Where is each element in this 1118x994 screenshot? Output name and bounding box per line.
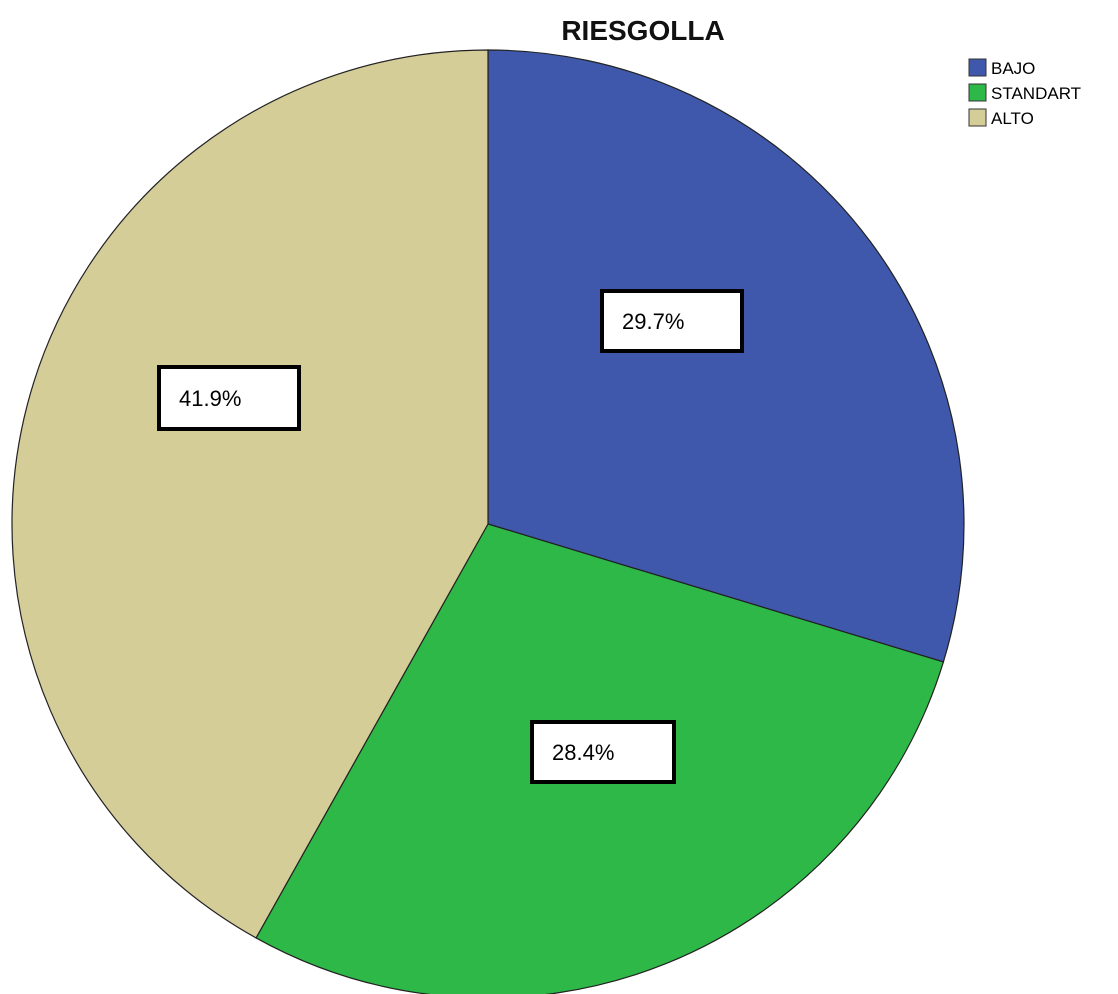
legend-swatch-standart: [968, 83, 987, 102]
pie-slice-bajo: [487, 49, 965, 663]
legend: BAJO STANDART ALTO: [968, 58, 1081, 128]
data-label-box-alto: [157, 365, 301, 431]
data-label-box-standart: [530, 720, 676, 784]
chart-title: RIESGOLLA: [561, 15, 724, 46]
legend-swatch-alto: [968, 108, 987, 127]
data-label-bajo: 29.7%: [622, 309, 684, 334]
pie-slice-alto: [11, 49, 489, 939]
data-label-box-bajo: [600, 289, 744, 353]
legend-swatch-bajo: [968, 58, 987, 77]
slice-labels: 29.7% 28.4% 41.9%: [157, 289, 744, 784]
legend-label-bajo: BAJO: [991, 59, 1035, 78]
data-label-standart: 28.4%: [552, 740, 614, 765]
pie-slices: [11, 49, 965, 994]
legend-label-standart: STANDART: [991, 84, 1081, 103]
legend-label-alto: ALTO: [991, 109, 1034, 128]
data-label-alto: 41.9%: [179, 386, 241, 411]
